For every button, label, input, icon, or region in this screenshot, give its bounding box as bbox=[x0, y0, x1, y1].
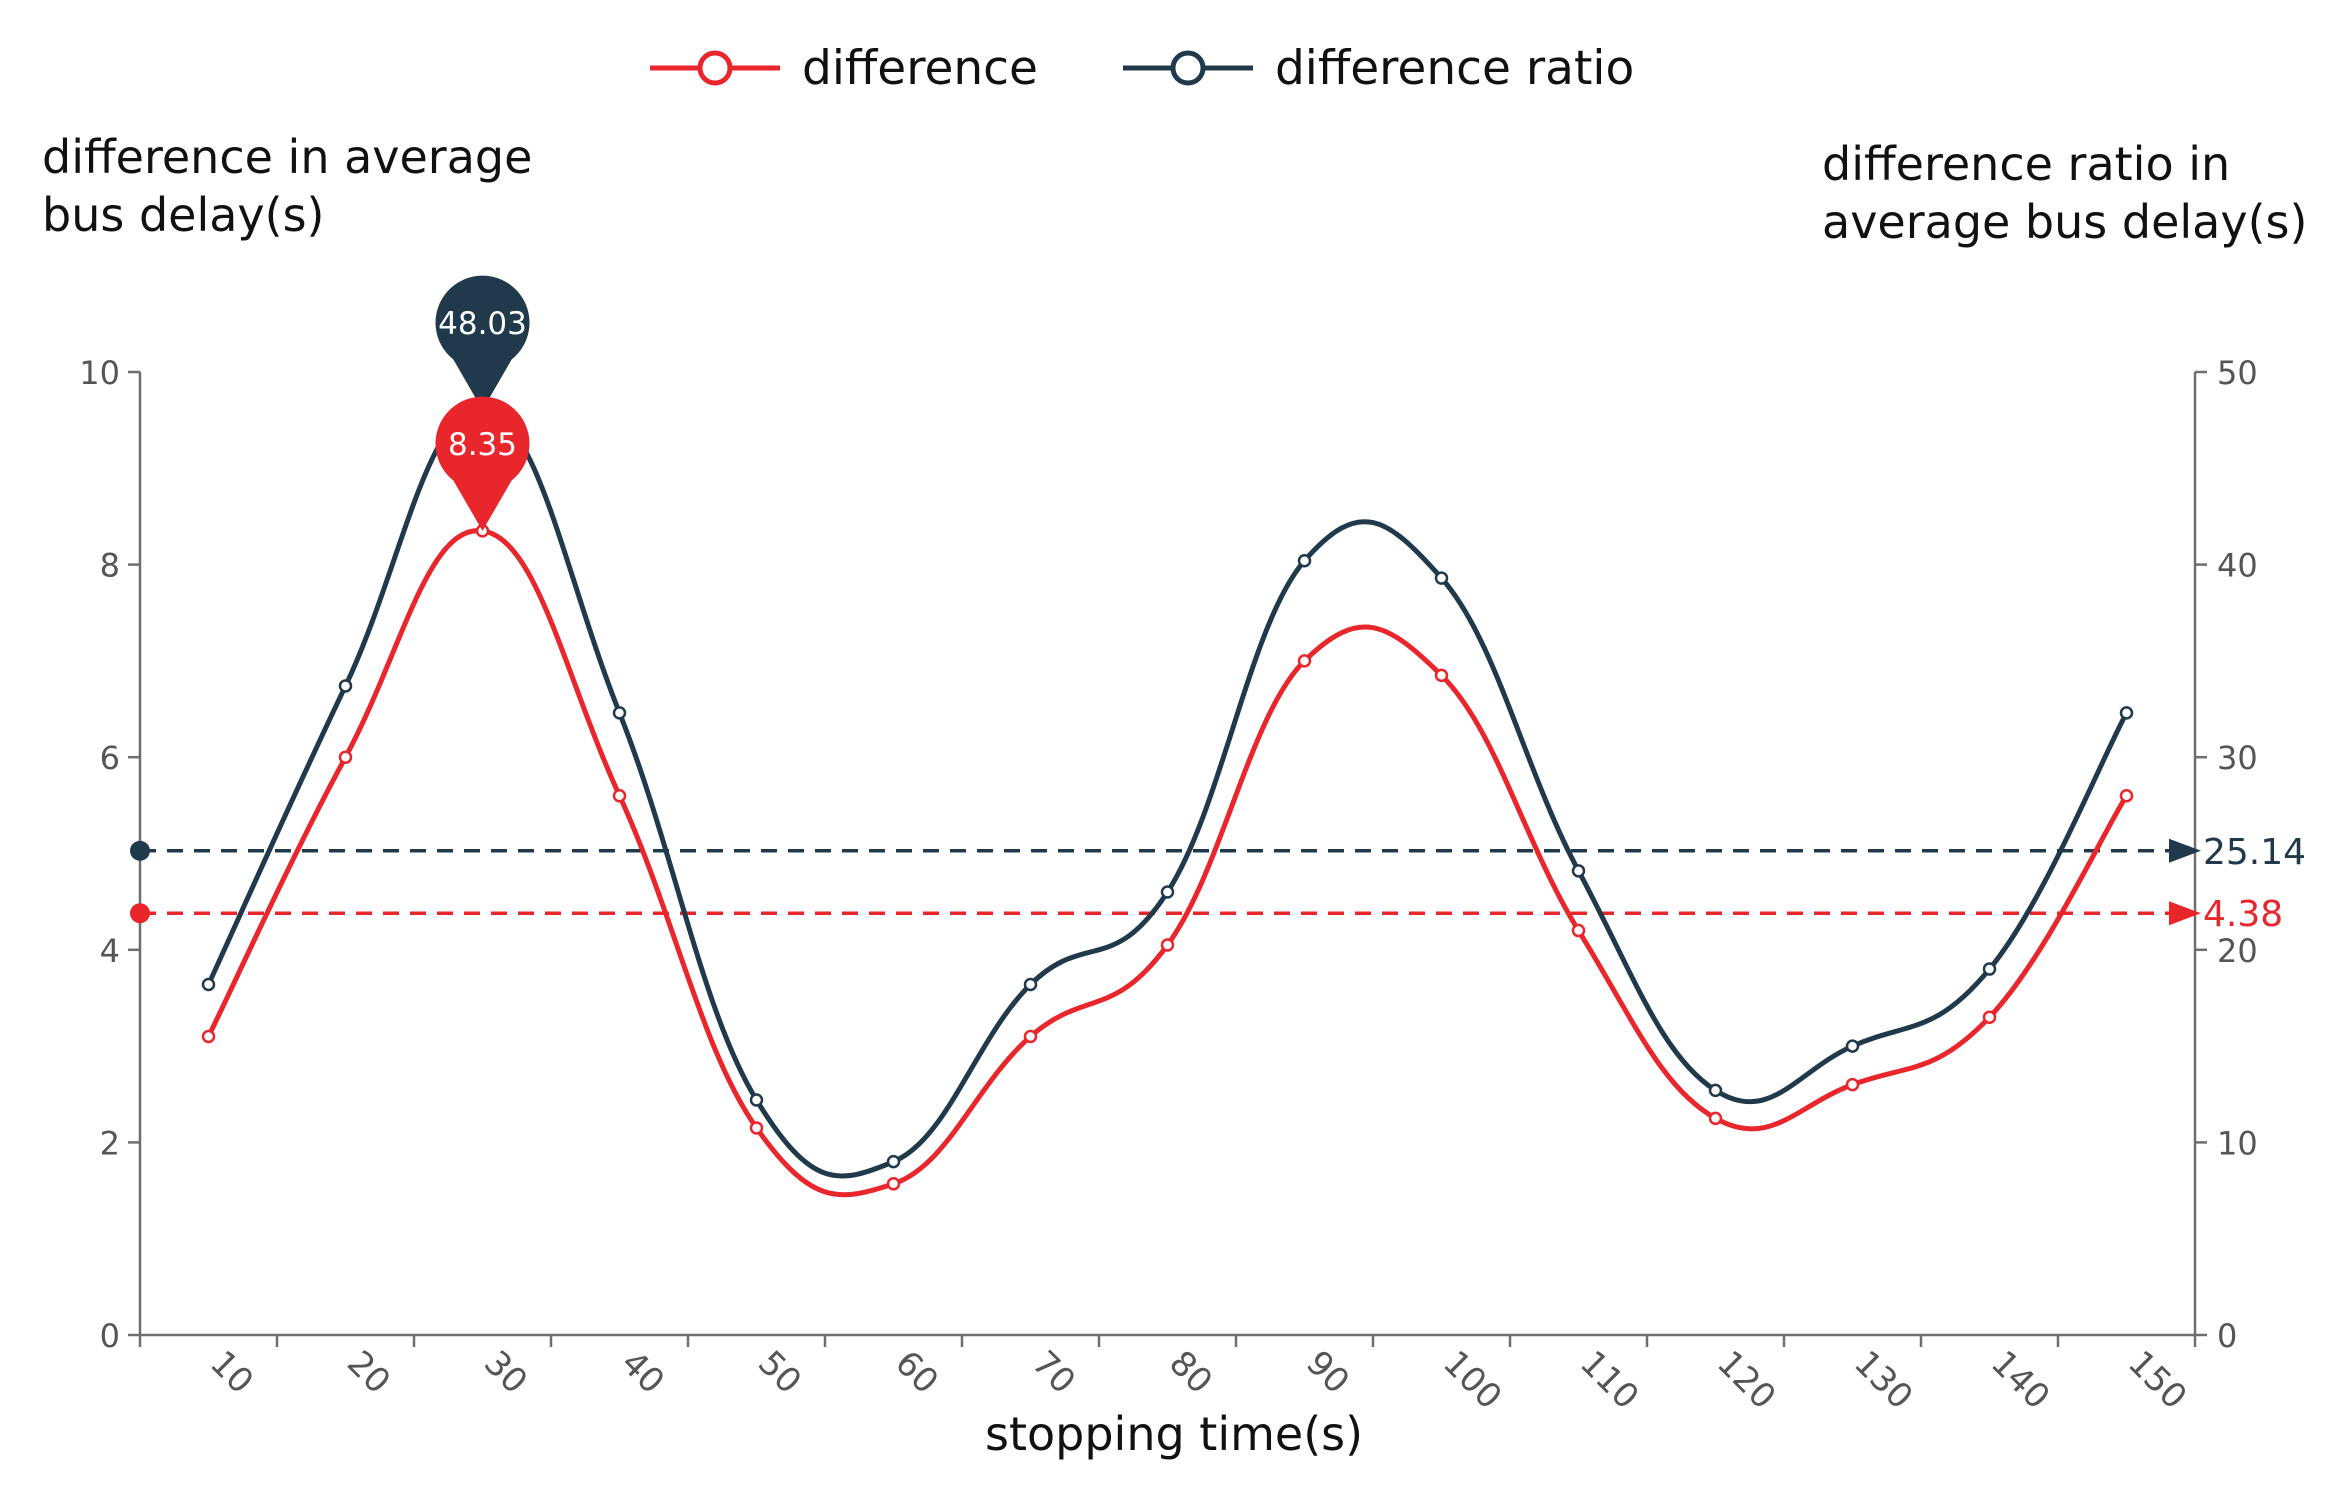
x-tick-label: 100 bbox=[1435, 1343, 1509, 1417]
legend-swatch-difference-ratio-icon bbox=[1122, 50, 1253, 86]
data-point-0-7 bbox=[1160, 938, 1175, 952]
data-point-0-6 bbox=[1023, 1029, 1038, 1044]
x-tick-label: 20 bbox=[339, 1343, 398, 1402]
x-tick-label: 130 bbox=[1846, 1343, 1920, 1417]
data-point-1-11 bbox=[1708, 1083, 1723, 1098]
average-arrow-0 bbox=[2169, 901, 2201, 926]
data-point-0-5 bbox=[886, 1177, 901, 1191]
legend-swatch-difference-icon bbox=[650, 50, 780, 86]
data-point-0-13 bbox=[1982, 1010, 1997, 1024]
data-point-0-1 bbox=[338, 750, 353, 764]
data-point-1-7 bbox=[1160, 885, 1175, 899]
right-axis-title: difference ratio in average bus delay(s) bbox=[1822, 137, 2308, 249]
data-point-0-0 bbox=[201, 1029, 216, 1044]
right-y-tick-label: 40 bbox=[2217, 547, 2258, 585]
max-pin-1 bbox=[435, 275, 530, 410]
max-pin-label-1: 48.03 bbox=[438, 306, 527, 342]
data-point-1-0 bbox=[201, 977, 216, 992]
legend: difference difference ratio bbox=[650, 28, 1719, 108]
right-y-tick-label: 0 bbox=[2217, 1317, 2237, 1355]
right-y-tick-label: 10 bbox=[2217, 1124, 2258, 1162]
data-point-0-11 bbox=[1708, 1111, 1723, 1126]
data-point-0-9 bbox=[1434, 668, 1449, 683]
left-axis-title: difference in average bus delay(s) bbox=[42, 130, 533, 242]
legend-label-difference: difference bbox=[802, 40, 1038, 96]
legend-item-difference[interactable]: difference bbox=[650, 41, 1038, 96]
series-line-0 bbox=[206, 528, 2129, 1198]
data-point-0-8 bbox=[1297, 654, 1312, 668]
x-tick-label: 50 bbox=[750, 1343, 809, 1402]
average-start-dot-1 bbox=[130, 840, 150, 861]
data-point-1-5 bbox=[886, 1154, 901, 1169]
data-point-1-4 bbox=[749, 1093, 764, 1107]
legend-label-difference-ratio: difference ratio bbox=[1274, 40, 1635, 96]
data-point-1-8 bbox=[1297, 553, 1312, 568]
x-tick-label: 110 bbox=[1572, 1343, 1646, 1417]
average-label-0: 4.38 bbox=[2203, 894, 2283, 935]
data-point-1-14 bbox=[2119, 706, 2134, 720]
right-y-tick-label: 50 bbox=[2217, 354, 2258, 392]
average-label-1: 25.14 bbox=[2203, 832, 2306, 873]
data-point-0-12 bbox=[1845, 1077, 1860, 1092]
data-point-1-12 bbox=[1845, 1039, 1860, 1053]
x-tick-label: 150 bbox=[2120, 1343, 2194, 1417]
data-point-1-9 bbox=[1434, 571, 1449, 585]
max-pin-label-0: 8.35 bbox=[448, 427, 517, 463]
x-tick-label: 40 bbox=[613, 1343, 672, 1402]
data-point-0-10 bbox=[1571, 923, 1586, 938]
legend-item-difference-ratio[interactable]: difference ratio bbox=[1122, 40, 1635, 96]
data-point-1-6 bbox=[1023, 977, 1038, 992]
x-tick-label: 120 bbox=[1709, 1343, 1783, 1417]
series-lines bbox=[201, 403, 2134, 1198]
data-point-1-10 bbox=[1571, 864, 1586, 878]
left-y-tick-label: 4 bbox=[100, 932, 120, 970]
x-tick-label: 70 bbox=[1024, 1343, 1083, 1402]
left-y-tick-label: 8 bbox=[100, 547, 120, 585]
data-point-1-13 bbox=[1982, 962, 1997, 976]
left-y-tick-label: 10 bbox=[79, 354, 120, 392]
average-arrow-1 bbox=[2169, 838, 2201, 863]
average-start-dot-0 bbox=[130, 903, 150, 924]
max-markers: 48.03 8.35 bbox=[435, 275, 530, 531]
left-y-tick-label: 2 bbox=[100, 1124, 120, 1162]
right-y-tick-label: 20 bbox=[2217, 932, 2258, 970]
left-y-tick-label: 6 bbox=[100, 739, 120, 777]
right-y-tick-label: 30 bbox=[2217, 739, 2258, 777]
data-point-0-4 bbox=[749, 1121, 764, 1135]
x-tick-label: 80 bbox=[1161, 1343, 1220, 1402]
data-point-1-3 bbox=[612, 706, 627, 720]
x-tick-label: 10 bbox=[202, 1343, 261, 1402]
data-point-0-3 bbox=[612, 788, 627, 803]
x-tick-label: 90 bbox=[1298, 1343, 1357, 1402]
data-point-0-14 bbox=[2119, 788, 2134, 803]
x-axis-title: stopping time(s) bbox=[985, 1407, 1364, 1461]
data-point-1-1 bbox=[338, 679, 353, 693]
average-lines: 4.38 25.14 bbox=[130, 832, 2306, 935]
series-line-1 bbox=[206, 407, 2129, 1179]
x-tick-label: 60 bbox=[887, 1343, 946, 1402]
max-pin-0 bbox=[435, 396, 530, 531]
x-tick-label: 140 bbox=[1983, 1343, 2057, 1417]
x-tick-label: 30 bbox=[476, 1343, 535, 1402]
left-y-tick-label: 0 bbox=[100, 1317, 120, 1355]
